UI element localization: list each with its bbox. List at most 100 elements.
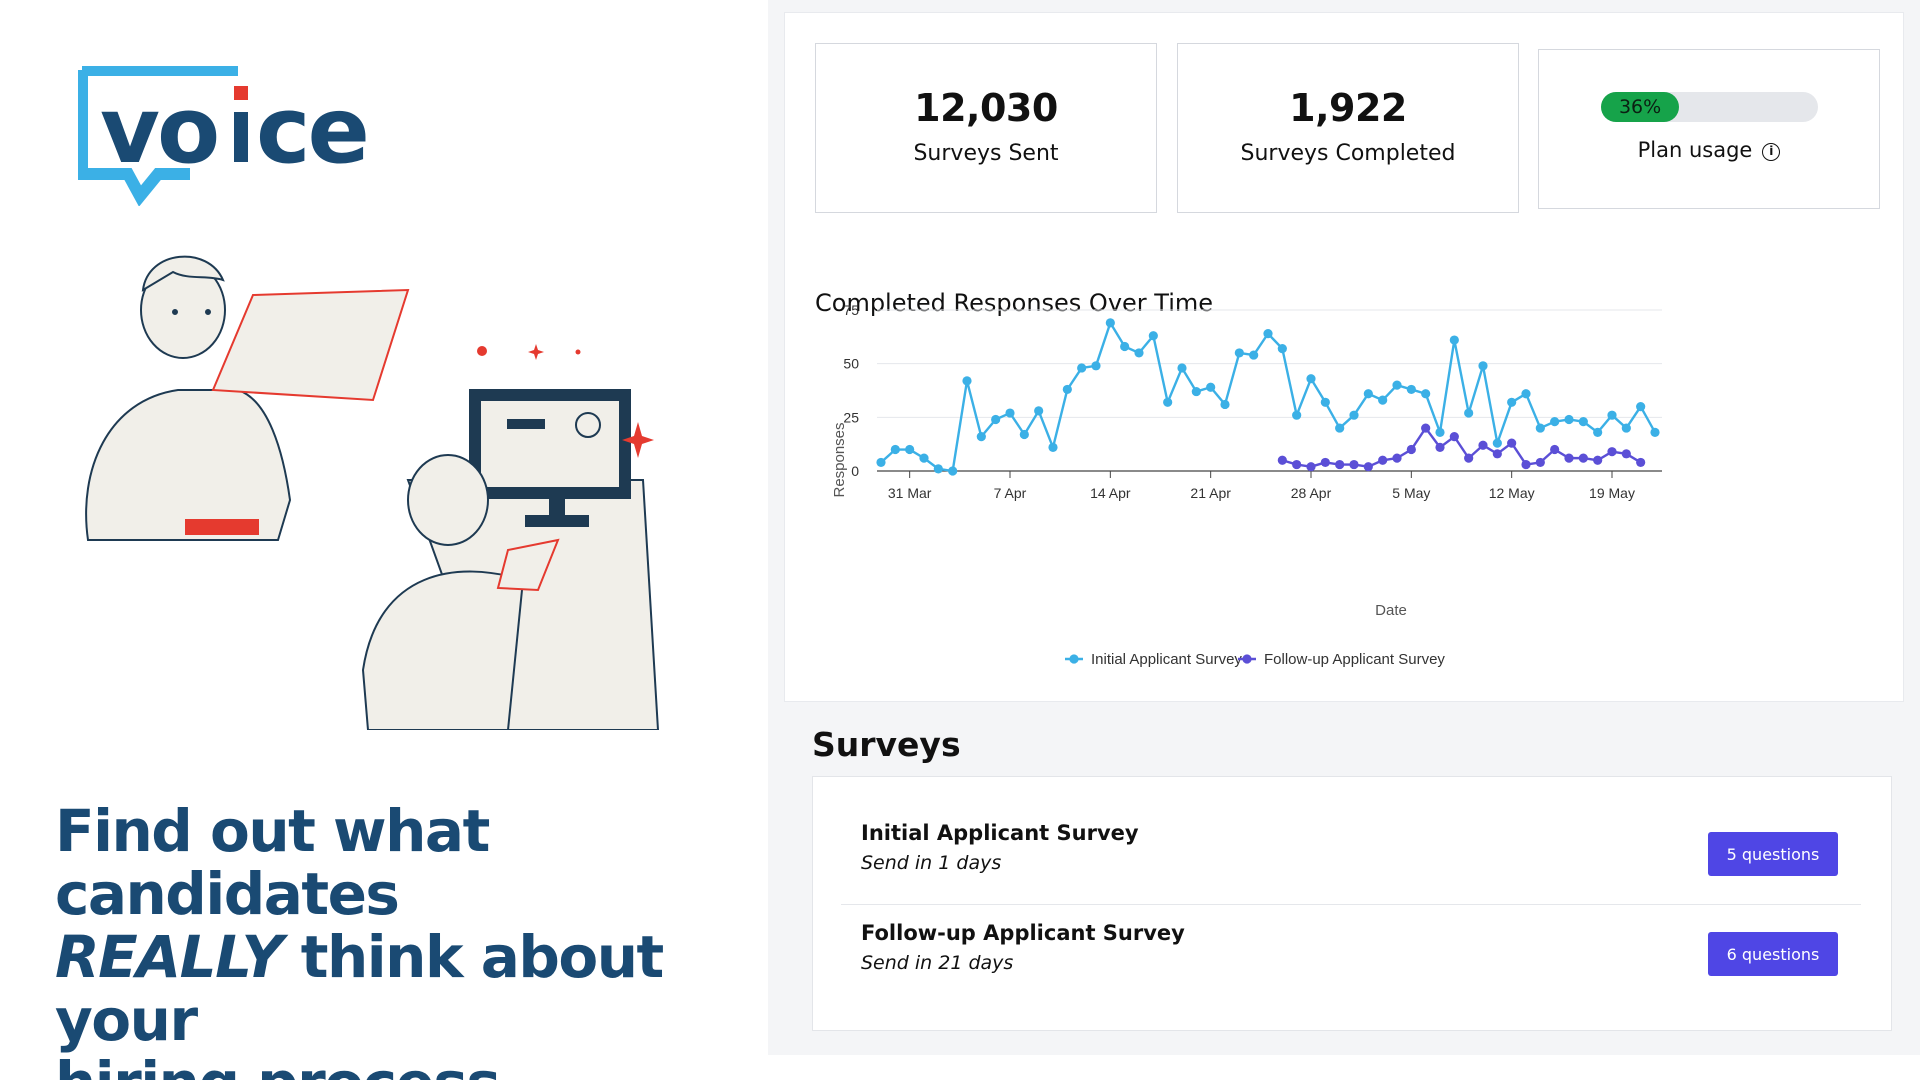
data-point[interactable] (1177, 363, 1187, 373)
data-point[interactable] (1578, 453, 1588, 463)
data-point[interactable] (1105, 318, 1115, 328)
data-point[interactable] (1636, 402, 1646, 412)
data-point[interactable] (1550, 417, 1560, 427)
data-point[interactable] (1449, 335, 1459, 345)
analytics-panel: 12,030 Surveys Sent 1,922 Surveys Comple… (784, 12, 1904, 702)
data-point[interactable] (1578, 417, 1588, 427)
data-point[interactable] (1019, 429, 1029, 440)
data-point[interactable] (1507, 438, 1517, 448)
plan-usage-progress-track: 36% (1601, 92, 1818, 122)
data-point[interactable] (1607, 447, 1617, 457)
data-point[interactable] (919, 453, 929, 463)
data-point[interactable] (1134, 348, 1144, 358)
data-point[interactable] (1277, 344, 1287, 354)
data-point[interactable] (1335, 459, 1345, 470)
data-point[interactable] (1406, 444, 1416, 455)
data-point[interactable] (1335, 423, 1345, 433)
survey-name: Initial Applicant Survey (861, 821, 1139, 845)
data-point[interactable] (1306, 462, 1316, 472)
data-point[interactable] (905, 444, 915, 455)
data-point[interactable] (1349, 410, 1359, 420)
data-point[interactable] (1464, 408, 1474, 418)
data-point[interactable] (1478, 361, 1488, 371)
data-point[interactable] (1406, 384, 1416, 395)
x-tick-label: 7 Apr (994, 485, 1027, 501)
questions-button-follow-up[interactable]: 6 questions (1708, 932, 1838, 976)
decorative-sparkles (477, 344, 654, 458)
legend-label-follow-up[interactable]: Follow-up Applicant Survey (1264, 651, 1445, 668)
data-point[interactable] (1492, 438, 1502, 448)
data-point[interactable] (1378, 395, 1388, 405)
data-point[interactable] (1421, 423, 1431, 433)
data-point[interactable] (1292, 410, 1302, 420)
data-point[interactable] (1191, 386, 1201, 397)
surveys-sent-label: Surveys Sent (913, 141, 1059, 166)
data-point[interactable] (1220, 399, 1230, 410)
voice-logo: vo ce (78, 66, 370, 206)
data-point[interactable] (1621, 423, 1631, 433)
data-point[interactable] (1464, 453, 1474, 463)
legend-label-initial[interactable]: Initial Applicant Survey (1091, 651, 1242, 668)
data-point[interactable] (1005, 408, 1015, 418)
data-point[interactable] (1392, 453, 1402, 463)
data-point[interactable] (1478, 440, 1488, 450)
data-point[interactable] (1449, 432, 1459, 442)
data-point[interactable] (1421, 389, 1431, 399)
data-point[interactable] (1550, 444, 1560, 455)
data-point[interactable] (1535, 423, 1545, 433)
data-point[interactable] (1378, 455, 1388, 465)
data-point[interactable] (1363, 389, 1373, 399)
data-point[interactable] (1607, 410, 1617, 420)
data-point[interactable] (1148, 331, 1158, 341)
data-point[interactable] (1636, 457, 1646, 468)
data-point[interactable] (1535, 457, 1545, 468)
data-point[interactable] (1564, 453, 1574, 463)
data-point[interactable] (1048, 442, 1058, 452)
data-point[interactable] (890, 444, 900, 455)
data-point[interactable] (1206, 382, 1216, 392)
data-point[interactable] (1091, 361, 1101, 371)
data-point[interactable] (1277, 455, 1287, 465)
questions-button-initial[interactable]: 5 questions (1708, 832, 1838, 876)
data-point[interactable] (1593, 427, 1603, 437)
data-point[interactable] (1263, 329, 1273, 339)
data-point[interactable] (1349, 459, 1359, 470)
data-point[interactable] (1163, 397, 1173, 407)
data-point[interactable] (948, 466, 958, 476)
data-point[interactable] (1120, 341, 1130, 352)
data-point[interactable] (1062, 384, 1072, 395)
data-point[interactable] (962, 376, 972, 386)
data-point[interactable] (1306, 374, 1316, 384)
svg-text:vo: vo (100, 77, 217, 184)
surveys-heading: Surveys (812, 725, 961, 764)
survey-row-initial[interactable]: Initial Applicant Survey Send in 1 days … (841, 777, 1861, 905)
data-point[interactable] (1292, 459, 1302, 470)
data-point[interactable] (1507, 397, 1517, 407)
data-point[interactable] (991, 414, 1001, 425)
data-point[interactable] (1435, 427, 1445, 437)
data-point[interactable] (1234, 348, 1244, 358)
data-point[interactable] (1392, 380, 1402, 390)
data-point[interactable] (1564, 414, 1574, 425)
y-tick-label: 75 (843, 302, 859, 318)
data-point[interactable] (1593, 455, 1603, 465)
plan-usage-label: Plan usage (1637, 138, 1753, 162)
data-point[interactable] (976, 432, 986, 442)
survey-row-follow-up[interactable]: Follow-up Applicant Survey Send in 21 da… (841, 877, 1861, 977)
data-point[interactable] (1034, 406, 1044, 416)
chart-title: Completed Responses Over Time (815, 289, 1214, 317)
info-icon[interactable]: i (1762, 143, 1781, 161)
data-point[interactable] (1521, 459, 1531, 470)
data-point[interactable] (1650, 427, 1660, 437)
data-point[interactable] (1320, 397, 1330, 407)
data-point[interactable] (1435, 442, 1445, 452)
data-point[interactable] (1492, 449, 1502, 459)
data-point[interactable] (933, 464, 943, 474)
data-point[interactable] (1363, 462, 1373, 472)
data-point[interactable] (1077, 363, 1087, 373)
data-point[interactable] (1320, 457, 1330, 468)
data-point[interactable] (1621, 449, 1631, 459)
data-point[interactable] (876, 457, 886, 468)
data-point[interactable] (1521, 389, 1531, 399)
data-point[interactable] (1249, 350, 1259, 360)
